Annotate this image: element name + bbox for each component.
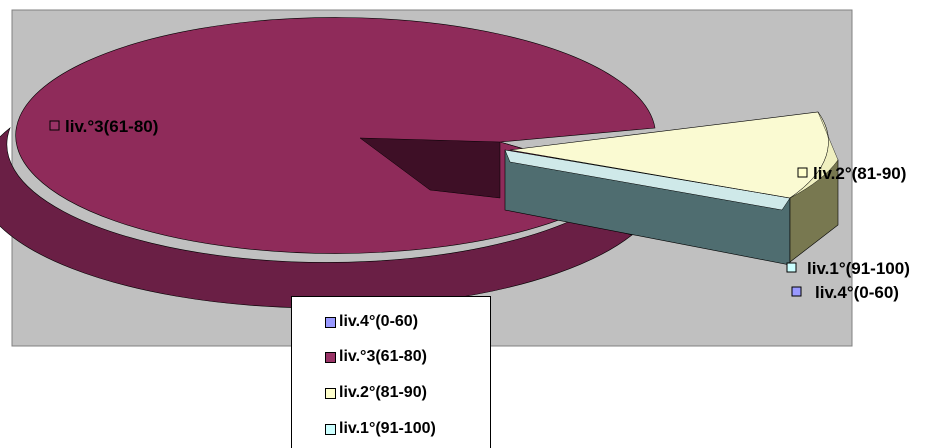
data-label-liv4: liv.4°(0-60) (791, 283, 899, 302)
svg-text:liv.4°(0-60): liv.4°(0-60) (815, 283, 899, 302)
legend-swatch (325, 387, 336, 399)
data-label-liv2: liv.2°(81-90) (797, 164, 906, 183)
legend-item-liv3: liv.°3(61-80) (325, 347, 427, 367)
legend-item-liv1: liv.1°(91-100) (325, 419, 436, 439)
legend-swatch (325, 423, 336, 435)
legend-item-liv2: liv.2°(81-90) (325, 383, 427, 403)
legend: liv.4°(0-60) liv.°3(61-80) liv.2°(81-90)… (291, 296, 491, 448)
data-label-liv3: liv.°3(61-80) (49, 117, 158, 136)
svg-text:liv.°3(61-80): liv.°3(61-80) (65, 117, 158, 136)
legend-item-liv4: liv.4°(0-60) (325, 312, 418, 332)
legend-label: liv.4°(0-60) (339, 313, 419, 330)
legend-label: liv.2°(81-90) (339, 384, 427, 401)
data-label-liv1: liv.1°(91-100) (786, 259, 910, 278)
legend-label: liv.1°(91-100) (339, 420, 436, 437)
legend-label: liv.°3(61-80) (339, 348, 427, 365)
slice-liv3 (0, 17, 656, 309)
slice-liv2 (509, 111, 839, 263)
svg-text:liv.1°(91-100): liv.1°(91-100) (807, 259, 910, 278)
legend-swatch (325, 351, 336, 363)
legend-swatch (325, 316, 336, 328)
svg-text:liv.2°(81-90): liv.2°(81-90) (813, 164, 906, 183)
